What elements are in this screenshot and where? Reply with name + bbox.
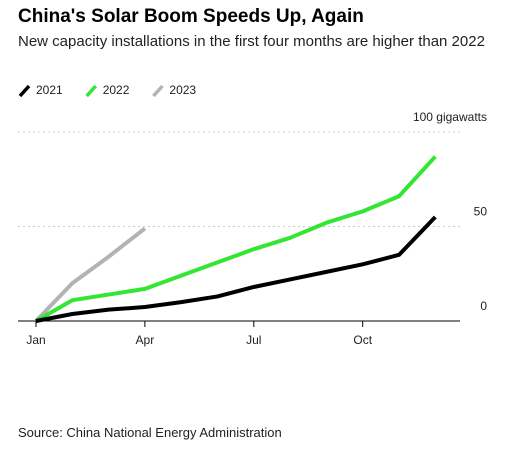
x-tick-label: Jan: [26, 333, 45, 347]
y-tick-label: 50: [474, 205, 488, 219]
legend-label: 2021: [36, 83, 63, 97]
x-tick-label: Apr: [136, 333, 155, 347]
x-tick-label: Jul: [246, 333, 261, 347]
series-line: [35, 215, 437, 323]
chart-title: China's Solar Boom Speeds Up, Again: [18, 6, 364, 27]
x-tick-label: Oct: [353, 333, 372, 347]
y-tick-label: 100 gigawatts: [413, 110, 487, 124]
legend-swatch: [85, 84, 98, 98]
y-tick-label: 0: [480, 299, 487, 313]
chart-subtitle: New capacity installations in the first …: [18, 33, 485, 50]
legend-swatch: [18, 84, 31, 98]
legend-swatch: [152, 84, 164, 98]
source-note: Source: China National Energy Administra…: [18, 425, 282, 440]
series-line: [34, 226, 147, 323]
series-line: [35, 155, 437, 323]
legend-label: 2022: [103, 83, 130, 97]
legend-label: 2023: [169, 83, 196, 97]
